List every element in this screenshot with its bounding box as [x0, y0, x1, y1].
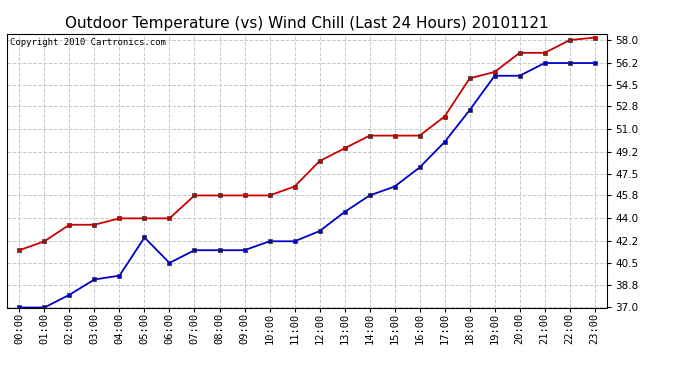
Title: Outdoor Temperature (vs) Wind Chill (Last 24 Hours) 20101121: Outdoor Temperature (vs) Wind Chill (Las… — [66, 16, 549, 31]
Text: Copyright 2010 Cartronics.com: Copyright 2010 Cartronics.com — [10, 38, 166, 47]
